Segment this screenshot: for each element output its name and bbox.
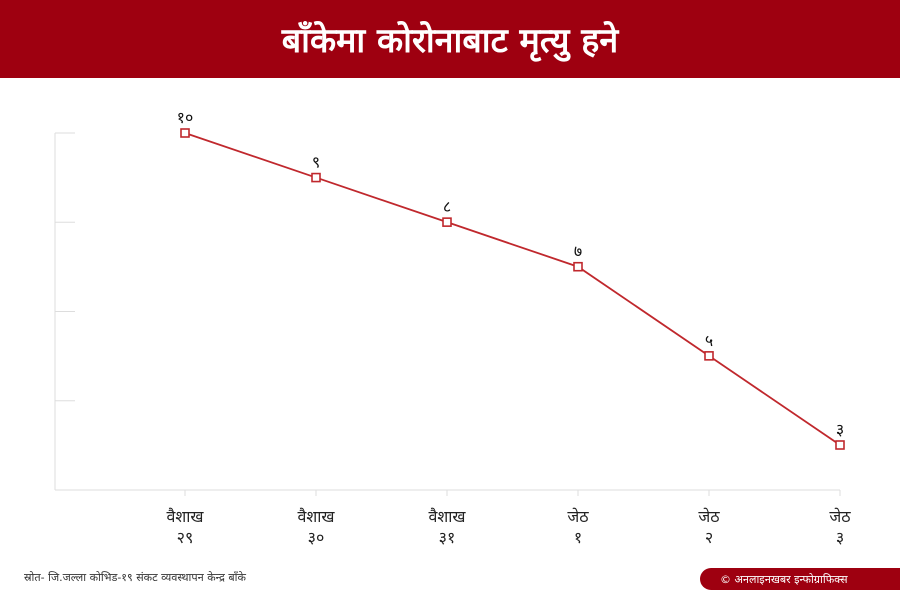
data-point-marker xyxy=(180,128,190,138)
x-tick-label: वैशाख xyxy=(297,507,335,526)
x-tick-label: जेठ xyxy=(829,507,851,526)
data-label: ३ xyxy=(836,420,844,439)
data-label: ९ xyxy=(312,153,320,172)
data-point-marker xyxy=(442,217,452,227)
data-point-marker xyxy=(704,351,714,361)
x-tick-label: २९ xyxy=(177,528,194,547)
x-tick-label: जेठ xyxy=(567,507,589,526)
series-line xyxy=(184,132,841,446)
credit-text: © अनलाइनखबर इन्फोग्राफिक्स xyxy=(720,572,848,586)
data-label: ५ xyxy=(705,331,713,350)
x-tick-label: ३० xyxy=(308,528,325,547)
data-label: १० xyxy=(177,108,194,127)
x-tick-label: वैशाख xyxy=(166,507,204,526)
x-tick-label: ३१ xyxy=(439,528,456,547)
credit-badge: © अनलाइनखबर इन्फोग्राफिक्स xyxy=(700,568,900,590)
x-tick-label: जेठ xyxy=(698,507,720,526)
x-tick-label: ३ xyxy=(836,528,844,547)
data-point-marker xyxy=(573,261,583,272)
data-point-marker xyxy=(311,172,321,183)
x-tick-label: २ xyxy=(705,528,713,547)
chart-title: बाँकेमा कोरोनाबाट मृत्यु हने xyxy=(281,21,619,61)
data-label: ७ xyxy=(574,242,582,261)
data-point-marker xyxy=(835,440,845,450)
data-label: ८ xyxy=(443,197,451,216)
header-bar: बाँकेमा कोरोनाबाट मृत्यु हने xyxy=(0,0,900,78)
x-tick-label: १ xyxy=(574,528,582,547)
source-note: स्रोत- जि.जल्ला कोभिड-१९ संकट व्यवस्थापन… xyxy=(24,571,246,584)
x-tick-label: वैशाख xyxy=(428,507,466,526)
